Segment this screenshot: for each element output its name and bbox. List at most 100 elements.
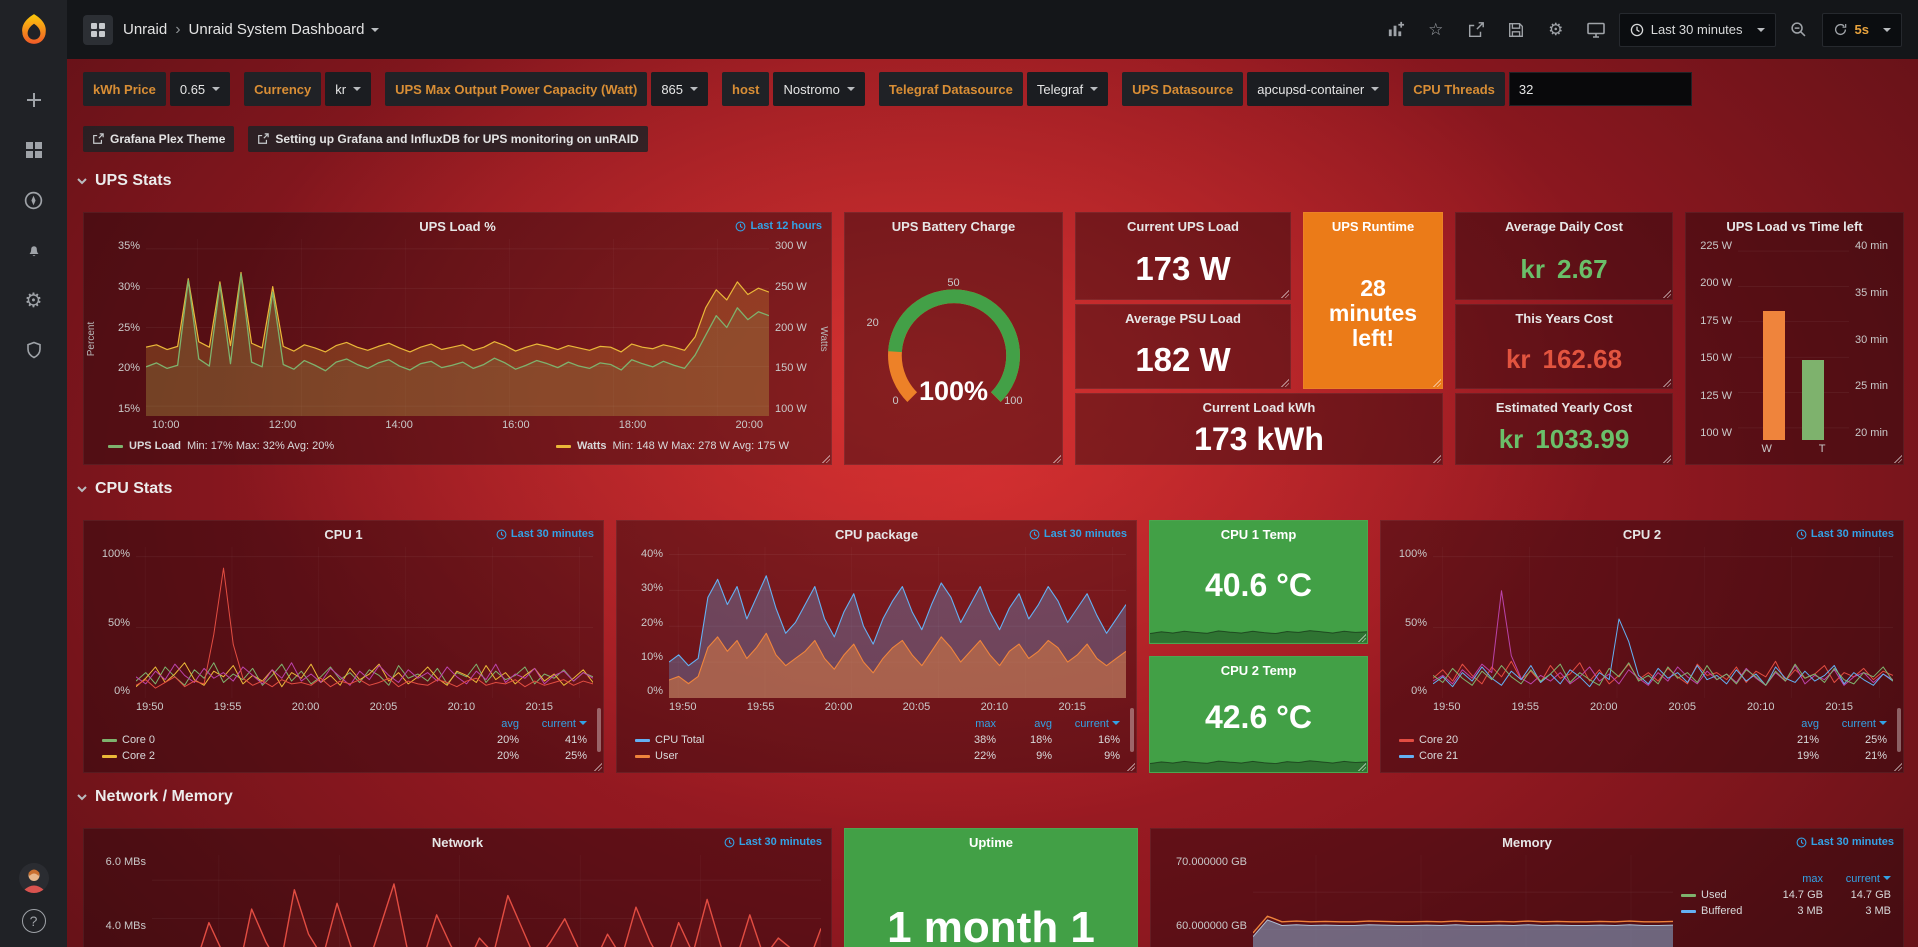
legend-series-name[interactable]: Used — [1681, 889, 1763, 901]
network-plot[interactable] — [152, 855, 821, 947]
legend-header[interactable]: avg — [501, 718, 519, 730]
panel-this-years-cost: This Years Cost kr 162.68 — [1455, 304, 1673, 389]
legend-series-name[interactable]: Core 20 — [1399, 734, 1759, 746]
help-icon[interactable]: ? — [21, 909, 46, 933]
zoom-out-icon[interactable] — [1782, 13, 1816, 47]
panel-title[interactable]: CPU package — [834, 526, 919, 542]
panel-title[interactable]: UPS Load % — [419, 218, 496, 234]
gauge-tick: 100 — [1004, 394, 1023, 407]
x-axis: 19:50 19:55 20:00 20:05 20:10 20:15 — [669, 701, 1086, 713]
variable-label: CPU Threads — [1403, 72, 1505, 106]
time-picker[interactable]: Last 30 minutes — [1618, 12, 1776, 47]
variable-label: UPS Datasource — [1122, 72, 1244, 106]
memory-plot[interactable] — [1253, 855, 1673, 947]
panel-title[interactable]: Current UPS Load — [1127, 218, 1239, 234]
panel-title[interactable]: UPS Battery Charge — [891, 218, 1016, 234]
create-plus-icon[interactable] — [22, 88, 46, 112]
legend-header-sort[interactable]: current — [1819, 718, 1887, 730]
panel-title[interactable]: CPU 2 — [1622, 526, 1662, 542]
panel-cpu-package-graph: CPU package Last 30 minutes 40% 30% 20% 10%… — [616, 520, 1137, 773]
link-ups-monitoring-guide[interactable]: Setting up Grafana and InfluxDB for UPS … — [248, 126, 648, 152]
panel-title[interactable]: This Years Cost — [1515, 310, 1613, 326]
legend-series-name[interactable]: UPS Load — [129, 440, 181, 452]
legend-series-name[interactable]: Buffered — [1681, 905, 1763, 917]
alerting-bell-icon[interactable] — [22, 238, 46, 262]
stat-value: 173 kWh — [1194, 420, 1324, 457]
legend-header[interactable]: avg — [1801, 718, 1819, 730]
section-ups-stats[interactable]: UPS Stats — [76, 172, 171, 190]
panel-title[interactable]: Memory — [1502, 834, 1552, 850]
legend-series-name[interactable]: Core 2 — [102, 750, 459, 762]
caret-down-icon — [1371, 87, 1380, 95]
legend-header-sort[interactable]: current — [519, 718, 587, 730]
panel-title[interactable]: Network — [431, 834, 484, 850]
legend-header[interactable]: max — [975, 718, 996, 730]
battery-gauge: 50 20 0 100 100% — [859, 276, 1049, 419]
save-icon[interactable] — [1499, 13, 1533, 47]
variable-value-dropdown[interactable]: 865 — [651, 72, 709, 106]
legend-header[interactable]: max — [1802, 873, 1823, 885]
panel-cpu2-graph: CPU 2 Last 30 minutes 100% 50% 0% 19:50 19:… — [1380, 520, 1904, 773]
legend-series-name[interactable]: Core 21 — [1399, 750, 1759, 762]
share-icon[interactable] — [1459, 13, 1493, 47]
ups-load-plot[interactable] — [146, 239, 769, 416]
avatar[interactable] — [18, 863, 49, 893]
panel-title[interactable]: CPU 1 Temp — [1220, 526, 1297, 542]
section-network-memory[interactable]: Network / Memory — [76, 788, 233, 806]
panel-title[interactable]: Average Daily Cost — [1504, 218, 1623, 234]
cpu2-plot[interactable] — [1433, 547, 1893, 698]
panel-title[interactable]: Average PSU Load — [1125, 310, 1241, 326]
legend-header-sort[interactable]: current — [1823, 873, 1891, 885]
add-panel-icon[interactable] — [1379, 13, 1413, 47]
gauge-value: 100% — [918, 375, 989, 406]
dashboards-icon[interactable] — [22, 138, 46, 162]
stat-value: 173 W — [1135, 250, 1231, 287]
section-cpu-stats[interactable]: CPU Stats — [76, 480, 172, 498]
legend-series-name[interactable]: CPU Total — [635, 734, 940, 746]
panel-cpu2-temp: CPU 2 Temp 42.6 °C — [1149, 656, 1368, 773]
variable-value-dropdown[interactable]: Nostromo — [773, 72, 865, 106]
bar-plot[interactable] — [1738, 239, 1849, 440]
panel-title[interactable]: CPU 1 — [324, 526, 363, 542]
legend-series-name[interactable]: Watts — [576, 440, 607, 452]
link-grafana-plex-theme[interactable]: Grafana Plex Theme — [83, 126, 235, 152]
panel-title[interactable]: Uptime — [968, 834, 1014, 850]
panel-title[interactable]: UPS Load vs Time left — [1726, 218, 1863, 234]
legend-scrollbar[interactable] — [597, 708, 601, 752]
apps-grid-icon[interactable] — [83, 14, 113, 45]
dashboard-settings-gear-icon[interactable]: ⚙ — [1548, 19, 1564, 39]
cpu1-plot[interactable] — [136, 547, 593, 698]
variable-value-dropdown[interactable]: Telegraf — [1026, 72, 1109, 106]
breadcrumb-page[interactable]: Unraid System Dashboard — [188, 21, 365, 38]
legend-scrollbar[interactable] — [1897, 708, 1901, 752]
legend-scrollbar[interactable] — [1130, 708, 1134, 752]
server-admin-shield-icon[interactable] — [22, 338, 46, 362]
topbar-actions: ☆ ⚙ Last 30 minutes 5s — [1379, 12, 1902, 47]
stat-value: 28 minutes left! — [1328, 274, 1418, 352]
variable-label: UPS Max Output Power Capacity (Watt) — [385, 72, 648, 106]
cpu-threads-input[interactable] — [1508, 72, 1692, 106]
configuration-gear-icon[interactable]: ⚙ — [24, 289, 43, 312]
legend-header[interactable]: avg — [1034, 718, 1052, 730]
variable-value-dropdown[interactable]: apcupsd-container — [1247, 72, 1390, 106]
variable-value-dropdown[interactable]: 0.65 — [169, 72, 231, 106]
legend-series-name[interactable]: Core 0 — [102, 734, 459, 746]
legend-header-sort[interactable]: current — [1052, 718, 1120, 730]
cpu-package-plot[interactable] — [669, 547, 1126, 698]
variable-value-dropdown[interactable]: kr — [325, 72, 372, 106]
panel-title[interactable]: CPU 2 Temp — [1220, 662, 1297, 678]
legend-table: avg current Core 20 21% 25% Core 21 19% 21% — [1399, 718, 1887, 762]
legend-series-name[interactable]: User — [635, 750, 940, 762]
gauge-tick: 50 — [947, 276, 960, 289]
panel-title[interactable]: UPS Runtime — [1331, 218, 1415, 234]
explore-compass-icon[interactable] — [22, 188, 46, 212]
panel-title[interactable]: Current Load kWh — [1202, 399, 1316, 415]
panel-title[interactable]: Estimated Yearly Cost — [1495, 399, 1633, 415]
cycle-view-monitor-icon[interactable] — [1579, 13, 1613, 47]
star-icon[interactable]: ☆ — [1428, 19, 1444, 39]
grafana-logo-icon[interactable] — [17, 12, 51, 46]
breadcrumb-separator-icon: › — [175, 20, 181, 38]
breadcrumb-root[interactable]: Unraid — [123, 21, 168, 38]
refresh-picker[interactable]: 5s — [1821, 12, 1902, 47]
stat-value: 182 W — [1135, 340, 1231, 378]
